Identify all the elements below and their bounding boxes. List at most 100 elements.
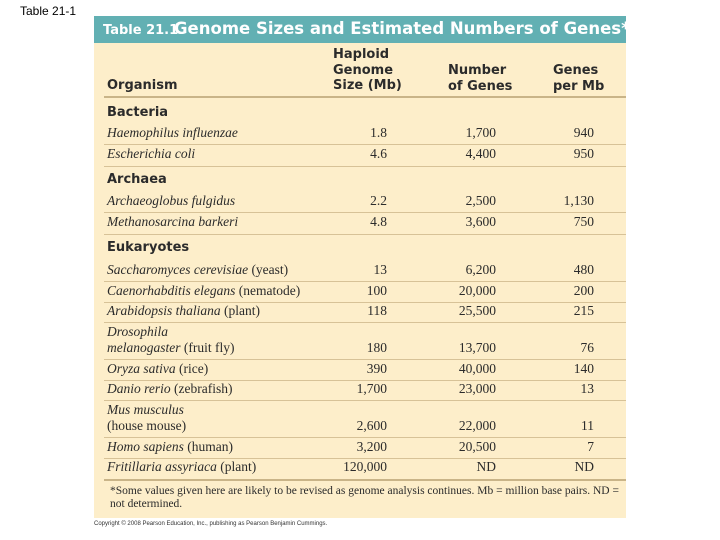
scientific-name: Mus musculus	[107, 402, 184, 417]
row-rule	[104, 144, 626, 145]
scientific-name: Oryza sativa	[107, 361, 176, 376]
organism-name: Oryza sativa (rice)	[107, 361, 208, 377]
genes-per-mb-cell: 750	[573, 214, 594, 229]
genes-per-mb-cell: 13	[580, 381, 595, 396]
genome-size-cell: 118	[367, 303, 387, 318]
organism-name: Archaeoglobus fulgidus	[107, 193, 235, 209]
genome-size-cell: 180	[366, 340, 387, 355]
gene-count-cell: 20,000	[458, 283, 496, 298]
group-heading-bacteria: Bacteria	[107, 105, 169, 120]
gene-count-cell: 22,000	[458, 418, 496, 433]
organism-name: Caenorhabditis elegans (nematode)	[107, 283, 300, 299]
table-title: Genome Sizes and Estimated Numbers of Ge…	[174, 19, 630, 38]
genome-size-cell: 4.8	[370, 214, 387, 229]
common-name: (rice)	[179, 361, 209, 376]
gene-count-cell: 4,400	[465, 146, 496, 161]
header-genome-size-line: Size (Mb)	[333, 78, 402, 93]
gene-count-cell: 3,600	[465, 214, 496, 229]
scientific-name: Escherichia coli	[107, 146, 196, 161]
genes-per-mb-cell: 480	[573, 262, 594, 277]
scientific-name: Archaeoglobus fulgidus	[107, 193, 236, 208]
row-rule	[104, 380, 626, 381]
scientific-name: Homo sapiens	[107, 439, 184, 454]
scientific-name: Drosophila	[107, 324, 169, 339]
genome-size-cell: 13	[373, 262, 388, 277]
organism-name: Fritillaria assyriaca (plant)	[107, 459, 256, 475]
genome-size-cell: 4.6	[370, 146, 387, 161]
gene-count-cell: 23,000	[458, 381, 496, 396]
header-genes-per-mb: Genes per Mb	[553, 63, 604, 94]
common-name: (yeast)	[251, 262, 289, 277]
genome-size-cell: 120,000	[343, 459, 387, 474]
table-footnote: *Some values given here are likely to be…	[110, 485, 619, 510]
gene-count-cell: ND	[476, 459, 497, 474]
scientific-name: Fritillaria assyriaca	[107, 459, 217, 474]
genome-size-cell: 3,200	[356, 439, 387, 454]
scientific-name: Methanosarcina barkeri	[107, 214, 239, 229]
header-num-genes: Number of Genes	[448, 63, 512, 94]
genes-per-mb-cell: 215	[573, 303, 594, 318]
organism-name: Mus musculus	[107, 402, 184, 418]
genes-per-mb-cell: 940	[573, 125, 594, 140]
common-name: (house mouse)	[107, 418, 187, 433]
row-rule	[104, 400, 626, 401]
header-num-genes-line: of Genes	[448, 78, 513, 94]
organism-name: Danio rerio (zebrafish)	[107, 381, 232, 397]
genes-per-mb-cell: 140	[573, 361, 594, 376]
organism-name: Saccharomyces cerevisiae (yeast)	[107, 262, 288, 278]
genome-size-cell: 1.8	[370, 125, 387, 140]
genes-per-mb-cell: 950	[573, 146, 594, 161]
group-heading-archaea: Archaea	[107, 172, 167, 187]
organism-name: Drosophila	[107, 324, 168, 340]
header-genes-per-mb-line: Genes	[553, 63, 599, 78]
gene-count-cell: 20,500	[458, 439, 496, 454]
common-name: (zebrafish)	[174, 381, 233, 396]
gene-count-cell: 6,200	[465, 262, 496, 277]
header-genome-size-line: Haploid	[333, 47, 390, 62]
gene-count-cell: 40,000	[458, 361, 496, 376]
header-rule	[104, 96, 626, 98]
common-name: (fruit fly)	[183, 340, 235, 355]
organism-name: (house mouse)	[107, 418, 186, 434]
row-rule	[104, 359, 626, 360]
copyright-notice: Copyright © 2008 Pearson Education, Inc.…	[94, 521, 328, 527]
organism-name: Arabidopsis thaliana (plant)	[107, 303, 260, 319]
common-name: (nematode)	[238, 283, 301, 298]
organism-name: Homo sapiens (human)	[107, 439, 233, 455]
common-name: (plant)	[224, 303, 261, 318]
scientific-name: Saccharomyces cerevisiae	[107, 262, 249, 277]
common-name: (plant)	[220, 459, 257, 474]
scientific-name: melanogaster	[107, 340, 181, 355]
genes-per-mb-cell: 11	[581, 418, 594, 433]
header-organism: Organism	[107, 78, 178, 94]
row-rule	[104, 212, 626, 213]
gene-count-cell: 2,500	[465, 193, 496, 208]
row-rule	[104, 437, 626, 438]
genome-size-cell: 390	[366, 361, 387, 376]
group-rule	[104, 234, 626, 235]
genome-size-cell: 1,700	[356, 381, 387, 396]
genes-per-mb-cell: 200	[573, 283, 594, 298]
header-genome-size: Haploid Genome Size (Mb)	[333, 47, 402, 94]
header-organism-line: Organism	[107, 78, 178, 93]
slide-label: Table 21-1	[20, 4, 77, 18]
table-bottom-rule	[104, 479, 626, 481]
gene-count-cell: 1,700	[465, 125, 496, 140]
genes-per-mb-cell: 76	[580, 340, 595, 355]
header-genome-size-line: Genome	[333, 62, 394, 78]
genes-per-mb-cell: 7	[587, 439, 594, 454]
row-rule	[104, 322, 626, 323]
header-num-genes-line: Number	[448, 63, 507, 78]
scientific-name: Caenorhabditis elegans	[107, 283, 236, 298]
organism-name: Haemophilus influenzae	[107, 125, 238, 141]
organism-name: Escherichia coli	[107, 146, 195, 162]
group-rule	[104, 166, 626, 167]
genome-size-cell: 2.2	[370, 193, 387, 208]
common-name: (human)	[187, 439, 233, 454]
group-heading-eukaryotes: Eukaryotes	[107, 240, 190, 255]
genes-per-mb-cell: 1,130	[563, 193, 594, 208]
organism-name: melanogaster (fruit fly)	[107, 340, 234, 356]
scientific-name: Arabidopsis thaliana	[107, 303, 221, 318]
gene-count-cell: 13,700	[458, 340, 496, 355]
row-rule	[104, 281, 626, 282]
